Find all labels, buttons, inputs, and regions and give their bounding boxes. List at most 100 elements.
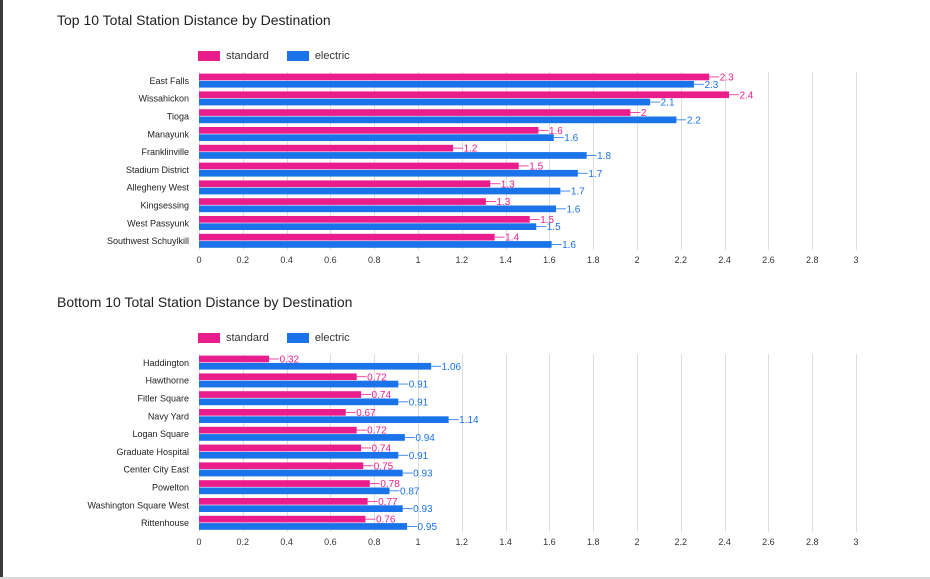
legend-item-standard[interactable]: standard — [198, 50, 269, 62]
category-label: Stadium District — [126, 165, 190, 175]
bar-electric[interactable] — [199, 80, 694, 88]
data-label-electric: 2.1 — [661, 98, 675, 109]
bar-standard[interactable] — [199, 180, 491, 188]
x-tick-label: 2.8 — [806, 537, 819, 547]
category-label: Rittenhouse — [141, 518, 189, 528]
x-tick-label: 0.2 — [237, 255, 250, 265]
bottom-10-bar-plot: 0 0.2 0.4 0.6 0.8 1 1.2 1.4 1.6 1.8 2 2.2 2.4 2.6 2.8 3… — [87, 354, 859, 547]
bar-standard[interactable] — [199, 444, 362, 452]
data-label-electric: 1.8 — [597, 151, 611, 162]
category-label: Logan Square — [132, 429, 189, 439]
chart-legend: standard electric — [198, 332, 368, 344]
bar-standard[interactable] — [199, 198, 486, 205]
chart-title: Top 10 Total Station Distance by Destina… — [57, 12, 331, 28]
bar-standard[interactable] — [199, 91, 729, 99]
bar-standard[interactable] — [199, 480, 370, 487]
data-label-standard: 1.6 — [549, 126, 563, 137]
bar-standard[interactable] — [199, 162, 519, 170]
legend-swatch-electric — [286, 333, 309, 343]
bar-standard[interactable] — [199, 127, 539, 134]
bar-standard[interactable] — [199, 498, 368, 505]
bar-electric[interactable] — [199, 187, 561, 195]
bar-electric[interactable] — [199, 487, 390, 495]
legend-item-electric[interactable]: electric — [286, 332, 350, 344]
data-label-standard: 1.3 — [501, 179, 515, 190]
bar-electric[interactable] — [199, 434, 405, 441]
bar-electric[interactable] — [199, 241, 552, 248]
x-tick-label: 1.2 — [456, 537, 469, 547]
data-label-electric: 1.5 — [547, 222, 561, 233]
x-tick-label: 0 — [196, 255, 201, 265]
category-label: Hawthorne — [145, 376, 189, 386]
bar-electric[interactable] — [199, 134, 554, 141]
legend-item-electric[interactable]: electric — [286, 50, 350, 62]
x-tick-label: 2.4 — [718, 537, 731, 547]
bar-standard[interactable] — [199, 391, 362, 398]
x-tick-label: 2.6 — [762, 537, 775, 547]
x-tick-label: 2.8 — [806, 255, 819, 265]
legend-swatch-standard — [198, 51, 220, 61]
x-tick-label: 0.6 — [324, 255, 337, 265]
category-label: Franklinville — [141, 147, 189, 157]
bar-standard[interactable] — [199, 216, 530, 223]
bar-electric[interactable] — [199, 523, 408, 530]
data-label-standard: 2 — [641, 108, 647, 119]
data-label-standard: 0.32 — [280, 354, 300, 365]
chart-legend: standard electric — [198, 50, 368, 62]
data-label-standard: 1.4 — [505, 233, 519, 244]
bar-electric[interactable] — [199, 398, 399, 406]
legend-label-standard: standard — [226, 332, 269, 344]
data-label-standard: 1.3 — [496, 197, 510, 208]
x-tick-label: 0.8 — [368, 537, 381, 547]
window-bottom-border — [0, 577, 930, 579]
category-label: Southwest Schuylkill — [107, 236, 189, 246]
x-tick-label: 0.8 — [368, 255, 381, 265]
bar-electric[interactable] — [199, 362, 432, 370]
data-label-standard: 2.3 — [720, 72, 734, 83]
bar-standard[interactable] — [199, 409, 346, 416]
data-label-standard: 0.75 — [374, 461, 394, 472]
bar-electric[interactable] — [199, 469, 403, 477]
bar-electric[interactable] — [199, 116, 677, 124]
legend-item-standard[interactable]: standard — [198, 332, 269, 344]
data-label-electric: 0.93 — [413, 469, 433, 480]
bar-electric[interactable] — [199, 169, 578, 177]
bar-standard[interactable] — [199, 426, 357, 434]
bar-electric[interactable] — [199, 205, 556, 213]
bar-standard[interactable] — [199, 355, 270, 363]
x-tick-label: 1.6 — [543, 537, 556, 547]
bar-standard[interactable] — [199, 515, 366, 523]
x-tick-label: 0.6 — [324, 537, 337, 547]
data-label-electric: 1.6 — [562, 240, 576, 251]
bar-standard[interactable] — [199, 373, 357, 381]
data-label-electric: 1.14 — [459, 415, 479, 426]
legend-label-electric: electric — [314, 332, 350, 344]
data-label-standard: 1.2 — [464, 144, 478, 155]
bar-electric[interactable] — [199, 223, 537, 230]
bar-electric[interactable] — [199, 380, 399, 388]
bar-electric[interactable] — [199, 416, 449, 423]
x-tick-label: 0.2 — [237, 537, 250, 547]
bar-standard[interactable] — [199, 109, 631, 116]
x-tick-label: 1.2 — [456, 255, 469, 265]
top-10-bar-plot: 0 0.2 0.4 0.6 0.8 1 1.2 1.4 1.6 1.8 2 2.2 2.4 2.6 2.8 3… — [107, 72, 859, 265]
category-label: Haddington — [143, 358, 189, 368]
bar-standard[interactable] — [199, 462, 364, 470]
bar-electric[interactable] — [199, 505, 403, 512]
category-label: West Passyunk — [127, 218, 189, 228]
category-label: Powelton — [152, 483, 189, 493]
bar-electric[interactable] — [199, 98, 651, 106]
bar-electric[interactable] — [199, 451, 399, 459]
bar-standard[interactable] — [199, 73, 710, 81]
x-tick-label: 0.4 — [280, 255, 293, 265]
bar-electric[interactable] — [199, 152, 587, 159]
x-tick-label: 0 — [196, 537, 201, 547]
x-tick-label: 2.2 — [675, 255, 688, 265]
legend-label-electric: electric — [314, 50, 350, 62]
category-label: Tioga — [167, 112, 189, 122]
legend-swatch-standard — [198, 333, 220, 343]
data-label-standard: 0.76 — [376, 515, 396, 526]
data-label-electric: 0.94 — [415, 433, 435, 444]
bar-standard[interactable] — [199, 233, 495, 241]
bar-standard[interactable] — [199, 144, 454, 152]
